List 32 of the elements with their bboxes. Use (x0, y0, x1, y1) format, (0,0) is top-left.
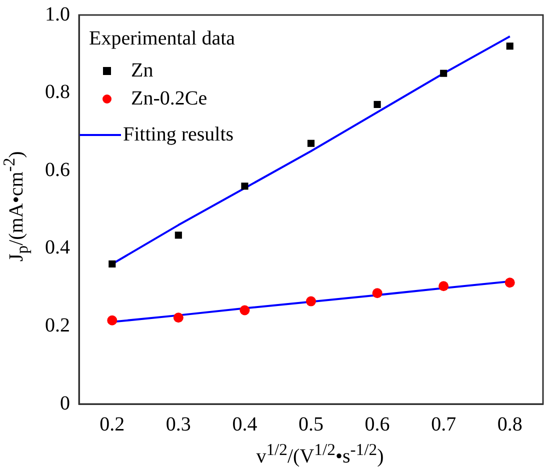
y-tick-label: 0.4 (45, 236, 70, 259)
point (372, 288, 382, 298)
point (307, 140, 315, 147)
legend-label: Fitting results (123, 123, 234, 146)
point (107, 315, 118, 326)
x-axis-title: v$^{1/2}$/(V$^{1/2}$•s$^{-1/2}$) (255, 440, 385, 469)
x-tick-label: 0.4 (232, 413, 258, 436)
y-tick-label: 0 (60, 392, 70, 414)
y-tick-label: 0.2 (45, 314, 70, 336)
point (504, 278, 515, 288)
legend-label: Zn (131, 59, 154, 82)
legend-title: Experimental data (89, 27, 236, 50)
y-tick-label: 0.6 (45, 158, 70, 181)
point (440, 70, 448, 77)
point (506, 42, 514, 50)
point (241, 182, 248, 190)
x-tick-label: 0.8 (497, 413, 522, 436)
point (306, 296, 316, 306)
point (174, 232, 182, 239)
point (438, 281, 449, 292)
point (173, 312, 184, 323)
y-tick-label: 1.0 (45, 3, 70, 26)
x-tick-label: 0.7 (431, 413, 456, 436)
point (108, 260, 116, 268)
point (240, 305, 250, 316)
legend-label: Zn-0.2Ce (131, 87, 208, 110)
x-tick-label: 0.5 (298, 413, 324, 436)
point (374, 100, 381, 108)
x-tick-label: 0.3 (166, 413, 191, 436)
x-tick-label: 0.6 (364, 413, 390, 436)
y-tick-label: 0.8 (45, 81, 70, 104)
x-tick-label: 0.2 (100, 413, 125, 436)
